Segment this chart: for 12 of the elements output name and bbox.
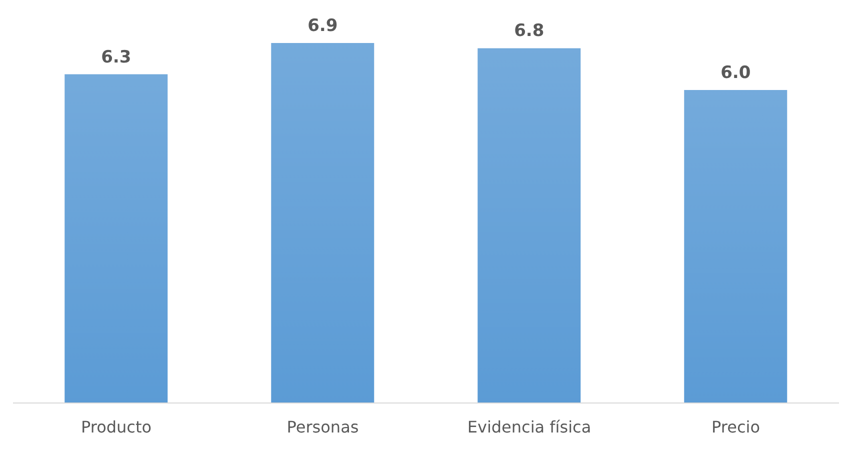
- bar: [684, 90, 788, 403]
- data-label: 6.9: [308, 16, 338, 36]
- data-label: 6.0: [720, 62, 751, 83]
- bar: [64, 74, 168, 403]
- data-label: 6.8: [514, 21, 544, 42]
- bar: [478, 48, 581, 403]
- x-tick-label: Evidencia física: [467, 417, 592, 436]
- bar: [271, 43, 374, 403]
- x-tick-label: Precio: [712, 417, 760, 436]
- x-tick-label: Personas: [286, 417, 359, 436]
- data-label: 6.3: [101, 47, 132, 68]
- x-tick-label: Producto: [80, 417, 152, 436]
